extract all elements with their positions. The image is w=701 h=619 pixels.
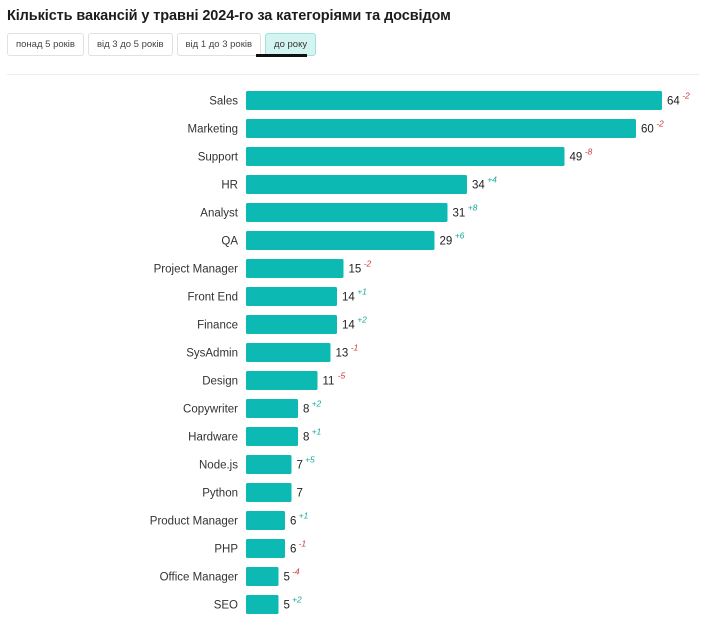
value-label: 64 xyxy=(667,96,680,108)
bar[interactable] xyxy=(246,427,298,446)
value-label: 6 xyxy=(290,516,296,528)
divider xyxy=(7,74,699,75)
value-label: 31 xyxy=(453,208,466,220)
category-label: SEO xyxy=(214,600,238,612)
change-label: +1 xyxy=(299,511,309,521)
tab-1-to-3-years[interactable]: від 1 до 3 років xyxy=(176,33,262,56)
category-label: Office Manager xyxy=(160,572,239,584)
value-label: 8 xyxy=(303,404,309,416)
category-label: Sales xyxy=(209,96,238,108)
bar[interactable] xyxy=(246,371,318,390)
bar[interactable] xyxy=(246,259,344,278)
change-label: +1 xyxy=(357,287,367,297)
change-label: -2 xyxy=(656,119,664,129)
bar[interactable] xyxy=(246,595,279,614)
bar[interactable] xyxy=(246,399,298,418)
bar[interactable] xyxy=(246,91,662,110)
category-label: Marketing xyxy=(188,124,239,136)
category-label: QA xyxy=(221,236,238,248)
value-label: 7 xyxy=(297,488,303,500)
change-label: +5 xyxy=(305,455,315,465)
value-label: 49 xyxy=(570,152,583,164)
bar[interactable] xyxy=(246,343,331,362)
change-label: -4 xyxy=(292,567,300,577)
value-label: 34 xyxy=(472,180,485,192)
change-label: +1 xyxy=(312,427,322,437)
category-label: Project Manager xyxy=(154,264,239,276)
experience-filter-tabs: понад 5 років від 3 до 5 років від 1 до … xyxy=(7,33,317,56)
category-label: Copywriter xyxy=(183,404,238,416)
bar[interactable] xyxy=(246,455,292,474)
value-label: 60 xyxy=(641,124,654,136)
bar[interactable] xyxy=(246,287,337,306)
category-label: Node.js xyxy=(199,460,238,472)
change-label: -1 xyxy=(299,539,307,549)
category-label: Product Manager xyxy=(150,516,238,528)
bar[interactable] xyxy=(246,231,435,250)
change-label: -2 xyxy=(364,259,372,269)
bar[interactable] xyxy=(246,567,279,586)
active-tab-indicator xyxy=(256,54,307,57)
bar[interactable] xyxy=(246,315,337,334)
value-label: 6 xyxy=(290,544,296,556)
change-label: -8 xyxy=(585,147,593,157)
bar[interactable] xyxy=(246,539,285,558)
change-label: +2 xyxy=(357,315,367,325)
value-label: 5 xyxy=(284,572,290,584)
value-label: 29 xyxy=(440,236,453,248)
change-label: -5 xyxy=(338,371,346,381)
category-label: Python xyxy=(202,488,238,500)
bar[interactable] xyxy=(246,203,448,222)
value-label: 7 xyxy=(297,460,303,472)
change-label: +2 xyxy=(292,595,302,605)
change-label: +6 xyxy=(455,231,465,241)
tab-3-to-5-years[interactable]: від 3 до 5 років xyxy=(87,33,173,56)
page-title: Кількість вакансій у травні 2024-го за к… xyxy=(7,8,451,24)
change-label: +2 xyxy=(312,399,322,409)
bar[interactable] xyxy=(246,147,565,166)
category-label: Finance xyxy=(197,320,238,332)
category-label: SysAdmin xyxy=(186,348,238,360)
value-label: 14 xyxy=(342,320,355,332)
change-label: -2 xyxy=(682,91,690,101)
bar[interactable] xyxy=(246,119,636,138)
bar[interactable] xyxy=(246,511,285,530)
category-label: HR xyxy=(221,180,238,192)
change-label: +4 xyxy=(487,175,497,185)
category-label: Analyst xyxy=(200,208,239,220)
value-label: 14 xyxy=(342,292,355,304)
category-label: Support xyxy=(198,152,239,164)
value-label: 11 xyxy=(323,376,335,388)
category-label: Design xyxy=(202,376,238,388)
value-label: 13 xyxy=(336,348,349,360)
category-label: Hardware xyxy=(188,432,238,444)
change-label: -1 xyxy=(351,343,359,353)
value-label: 5 xyxy=(284,600,290,612)
change-label: +8 xyxy=(468,203,478,213)
value-label: 8 xyxy=(303,432,309,444)
tab-over-5-years[interactable]: понад 5 років xyxy=(7,33,84,56)
category-label: PHP xyxy=(214,544,238,556)
category-label: Front End xyxy=(188,292,239,304)
value-label: 15 xyxy=(349,264,362,276)
bar[interactable] xyxy=(246,483,292,502)
bar[interactable] xyxy=(246,175,467,194)
